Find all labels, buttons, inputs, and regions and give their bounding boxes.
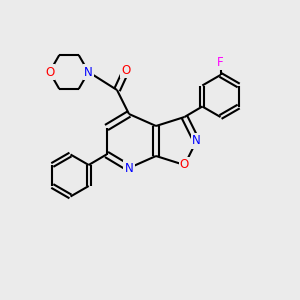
Text: O: O xyxy=(180,158,189,172)
Text: N: N xyxy=(124,161,134,175)
Text: N: N xyxy=(84,65,93,79)
Text: N: N xyxy=(192,134,201,148)
Text: O: O xyxy=(122,64,130,77)
Text: F: F xyxy=(217,56,224,69)
Text: O: O xyxy=(45,65,54,79)
